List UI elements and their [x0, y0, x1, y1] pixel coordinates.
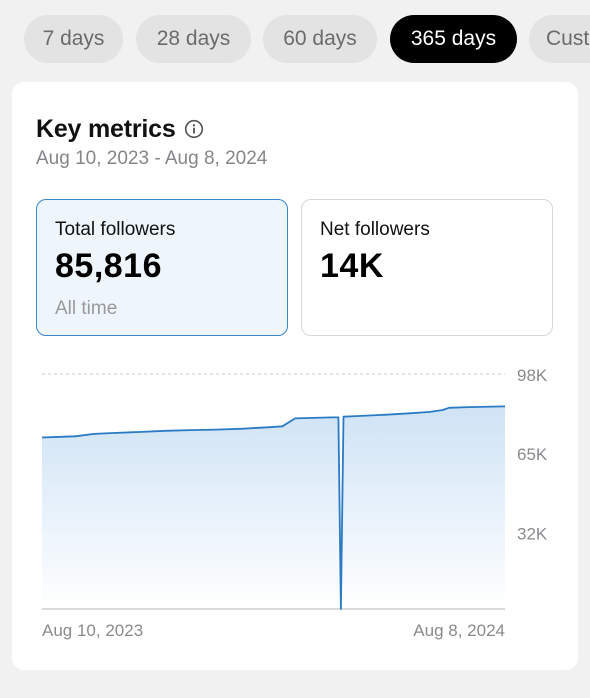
y-tick-label: 65K [517, 445, 548, 464]
net-followers-label: Net followers [320, 219, 430, 240]
key-metrics-card: Key metrics Aug 10, 2023 - Aug 8, 2024 T… [12, 82, 578, 670]
tab-60-days[interactable]: 60 days [263, 15, 377, 63]
x-end-label: Aug 8, 2024 [413, 621, 505, 640]
tab-28-days[interactable]: 28 days [136, 15, 251, 63]
x-start-label: Aug 10, 2023 [42, 621, 143, 640]
followers-chart[interactable]: 98K 65K 32K Aug 10, 2023 Aug 8, 2024 [12, 352, 578, 652]
y-tick-label: 98K [517, 366, 548, 385]
total-followers-value: 85,816 [55, 247, 162, 285]
followers-line [41, 405, 506, 610]
total-followers-sublabel: All time [55, 298, 118, 319]
area-fill [42, 406, 505, 609]
y-tick-label: 32K [517, 524, 548, 543]
tab-7-days[interactable]: 7 days [24, 15, 123, 63]
date-range-label: Aug 10, 2023 - Aug 8, 2024 [36, 148, 268, 169]
total-followers-label: Total followers [55, 219, 176, 240]
net-followers-tile[interactable]: Net followers 14K [301, 199, 553, 336]
tab-365-days[interactable]: 365 days [390, 15, 517, 63]
net-followers-value: 14K [320, 247, 384, 285]
total-followers-tile[interactable]: Total followers 85,816 All time [36, 199, 288, 336]
page-title: Key metrics [36, 114, 176, 143]
info-circle-icon[interactable] [184, 119, 204, 139]
tab-custom[interactable]: Custom [529, 15, 590, 63]
title-row: Key metrics [36, 112, 204, 146]
